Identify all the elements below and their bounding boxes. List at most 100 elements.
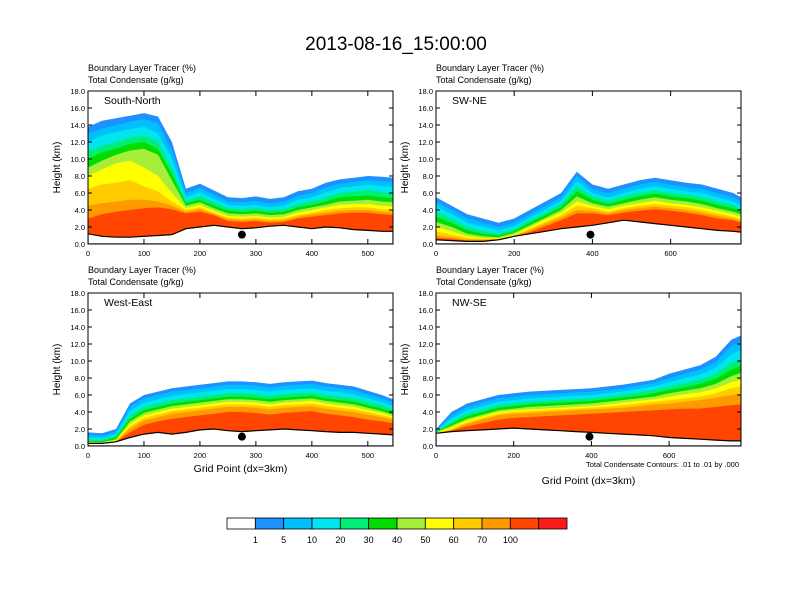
- y-axis-label: Height (km): [52, 142, 63, 194]
- y-tick-label: 18.0: [418, 87, 433, 96]
- y-tick-label: 4.0: [423, 408, 433, 417]
- colorbar-label: 70: [477, 535, 487, 545]
- panel-west-east: 0.0 2.0 4.0 6.0 8.0 10.0 12.0 14.0 16.0 18.0 0 100 2…: [52, 265, 394, 475]
- y-tick-label: 8.0: [423, 374, 433, 383]
- subtitle-line: Boundary Layer Tracer (%): [436, 265, 544, 275]
- x-tick-label: 600: [663, 451, 676, 460]
- colorbar-swatch: [509, 517, 540, 530]
- colorbar-swatch: [481, 517, 511, 530]
- y-tick-label: 0.0: [75, 442, 85, 451]
- x-tick-label: 0: [86, 451, 90, 460]
- subtitle-line: Total Condensate (g/kg): [88, 75, 184, 85]
- y-tick-label: 12.0: [418, 138, 433, 147]
- colorbar-swatch: [254, 517, 285, 530]
- y-axis-label: Height (km): [52, 344, 63, 396]
- figure-title: 2013-08-16_15:00:00: [305, 34, 487, 55]
- y-tick-label: 14.0: [418, 121, 433, 130]
- x-tick-label: 200: [507, 451, 520, 460]
- colorbar: 1 5 10 20 30 40 50 60 70 100: [226, 517, 568, 545]
- contour-annotation: Total Condensate Contours: .01 to .01 by…: [586, 460, 739, 469]
- subtitle-line: Boundary Layer Tracer (%): [436, 63, 544, 73]
- plot-frame: [435, 292, 742, 447]
- location-marker: [585, 432, 594, 441]
- x-tick-label: 200: [194, 249, 207, 258]
- y-tick-label: 8.0: [423, 172, 433, 181]
- plot-frame: [87, 90, 394, 245]
- x-axis-label: Grid Point (dx=3km): [194, 463, 288, 475]
- y-tick-label: 16.0: [70, 104, 85, 113]
- colorbar-swatch: [226, 517, 256, 530]
- colorbar-label: 20: [335, 535, 345, 545]
- y-tick-label: 10.0: [418, 155, 433, 164]
- colorbar-label: 50: [420, 535, 430, 545]
- panel-label: SW-NE: [452, 95, 487, 107]
- y-tick-label: 16.0: [70, 306, 85, 315]
- colorbar-label: 1: [253, 535, 258, 545]
- x-tick-label: 400: [306, 451, 319, 460]
- panel-south-north: 0.0 2.0 4.0 6.0 8.0 10.0 12.0 14.0 16.0 18.0 0 100 2…: [52, 63, 394, 258]
- plot-frame: [87, 292, 394, 447]
- colorbar-label: 100: [503, 535, 518, 545]
- y-tick-label: 14.0: [418, 323, 433, 332]
- panel-label: West-East: [104, 297, 152, 309]
- subtitle-line: Boundary Layer Tracer (%): [88, 63, 196, 73]
- y-tick-label: 8.0: [75, 374, 85, 383]
- y-tick-label: 6.0: [75, 391, 85, 400]
- y-tick-label: 10.0: [70, 155, 85, 164]
- y-tick-label: 0.0: [423, 240, 433, 249]
- colorbar-label: 40: [392, 535, 402, 545]
- y-tick-label: 14.0: [70, 121, 85, 130]
- x-tick-label: 500: [362, 249, 375, 258]
- y-tick-label: 18.0: [70, 289, 85, 298]
- y-tick-label: 4.0: [75, 408, 85, 417]
- colorbar-label: 5: [281, 535, 286, 545]
- y-tick-label: 6.0: [75, 189, 85, 198]
- y-tick-label: 4.0: [423, 206, 433, 215]
- colorbar-swatch: [538, 517, 568, 530]
- y-axis-label: Height (km): [400, 142, 411, 194]
- subtitle-line: Total Condensate (g/kg): [88, 277, 184, 287]
- y-tick-label: 6.0: [423, 189, 433, 198]
- location-marker: [237, 432, 246, 441]
- subtitle-line: Total Condensate (g/kg): [436, 75, 532, 85]
- x-tick-label: 400: [586, 249, 599, 258]
- x-tick-label: 200: [194, 451, 207, 460]
- location-marker: [237, 230, 246, 239]
- colorbar-swatch: [311, 517, 341, 530]
- x-tick-label: 400: [306, 249, 319, 258]
- plot-frame: [435, 90, 742, 245]
- y-tick-label: 16.0: [418, 306, 433, 315]
- y-tick-label: 16.0: [418, 104, 433, 113]
- y-tick-label: 10.0: [70, 357, 85, 366]
- location-marker: [586, 230, 595, 239]
- y-tick-label: 4.0: [75, 206, 85, 215]
- x-axis-label: Grid Point (dx=3km): [542, 475, 636, 487]
- panel-label: NW-SE: [452, 297, 487, 309]
- y-tick-label: 12.0: [70, 138, 85, 147]
- x-tick-label: 300: [250, 451, 263, 460]
- y-tick-label: 2.0: [423, 223, 433, 232]
- y-tick-label: 14.0: [70, 323, 85, 332]
- panel-label: South-North: [104, 95, 161, 107]
- colorbar-swatch: [424, 517, 455, 530]
- y-tick-label: 0.0: [423, 442, 433, 451]
- x-tick-label: 600: [664, 249, 677, 258]
- x-tick-label: 400: [585, 451, 598, 460]
- y-tick-label: 12.0: [70, 340, 85, 349]
- y-tick-label: 2.0: [75, 425, 85, 434]
- colorbar-label: 30: [364, 535, 374, 545]
- panel-sw-ne: 0.0 2.0 4.0 6.0 8.0 10.0 12.0 14.0 16.0 18.0 0 200 4…: [400, 63, 742, 258]
- colorbar-label: 10: [307, 535, 317, 545]
- colorbar-swatch: [368, 517, 398, 530]
- x-tick-label: 0: [86, 249, 90, 258]
- panel-nw-se: 0.0 2.0 4.0 6.0 8.0 10.0 12.0 14.0 16.0 18.0 0 200 4…: [400, 265, 742, 487]
- x-tick-label: 0: [434, 249, 438, 258]
- colorbar-swatch: [339, 517, 370, 530]
- y-tick-label: 2.0: [75, 223, 85, 232]
- x-tick-label: 500: [362, 451, 375, 460]
- colorbar-swatch: [453, 517, 483, 530]
- y-tick-label: 6.0: [423, 391, 433, 400]
- x-tick-label: 200: [508, 249, 521, 258]
- subtitle-line: Boundary Layer Tracer (%): [88, 265, 196, 275]
